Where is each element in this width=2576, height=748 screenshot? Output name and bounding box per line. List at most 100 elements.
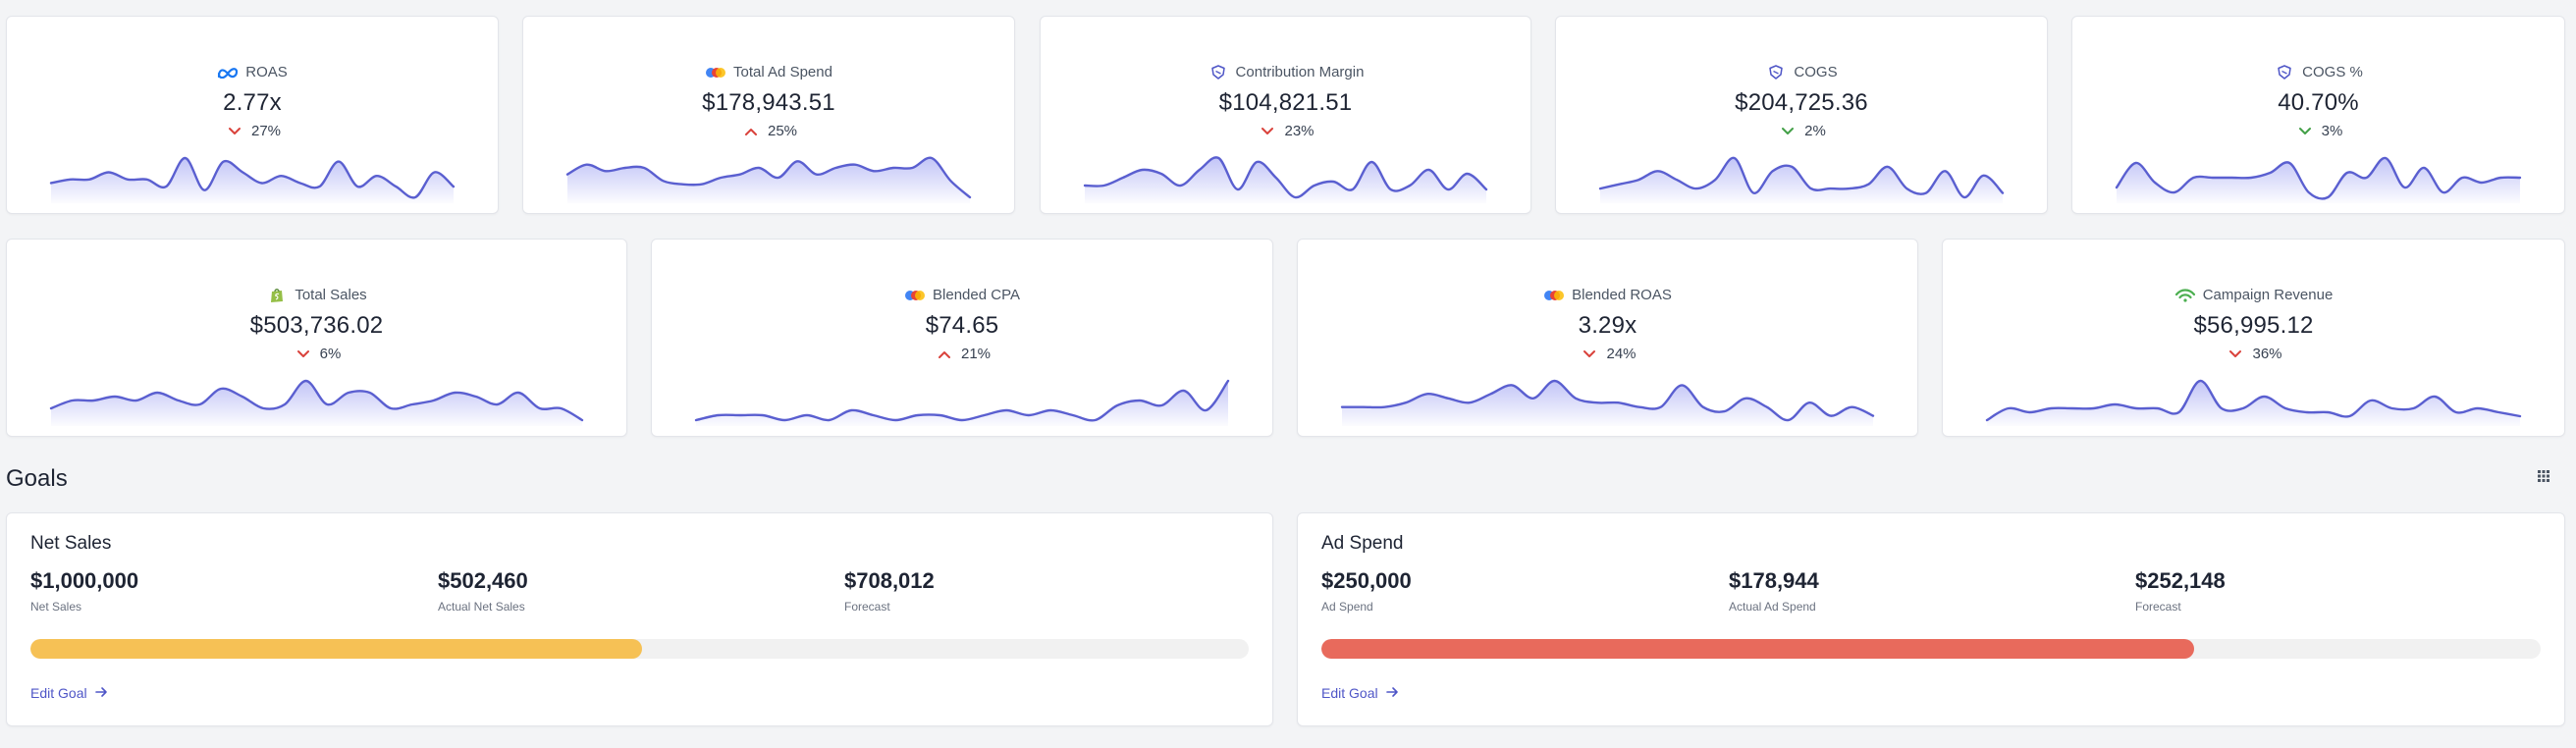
goal-progress-fill [30, 639, 642, 659]
sparkline-chart [49, 156, 456, 203]
sparkline-chart [2115, 156, 2522, 203]
metric-value: 3.29x [1578, 312, 1637, 339]
chevron-up-icon [740, 125, 762, 138]
sparkline-chart [1598, 156, 2005, 203]
sparkline-line [2115, 156, 2522, 200]
arrow-right-icon [1385, 685, 1399, 701]
metric-label: Total Ad Spend [733, 64, 832, 80]
goal-actual: $178,944 Actual Ad Spend [1729, 568, 1819, 614]
chevron-down-icon [293, 347, 314, 361]
sparkline-line [1598, 156, 2005, 199]
edit-goal-link[interactable]: Edit Goal [30, 685, 108, 701]
chevron-down-icon [1777, 125, 1798, 138]
goal-title: Net Sales [30, 533, 112, 554]
metric-value: 2.77x [223, 89, 282, 116]
goal-card-net-sales: Net Sales $1,000,000 Net Sales $502,460 Actu… [6, 512, 1273, 726]
metric-value: $204,725.36 [1735, 89, 1868, 116]
metric-card-total-ad-spend[interactable]: Total Ad Spend $178,943.51 25% [522, 16, 1015, 214]
sparkline-chart [694, 379, 1230, 426]
metric-change-value: 21% [960, 346, 992, 362]
goal-actual-value: $502,460 [438, 568, 528, 593]
sparkline-area [1600, 157, 2003, 203]
metric-header: COGS [1556, 64, 2047, 80]
sparkline-line [49, 156, 456, 199]
goal-actual-value: $178,944 [1729, 568, 1819, 593]
sparkline-line [565, 156, 972, 199]
chevron-down-icon [2225, 347, 2246, 361]
metric-change-value: 3% [2321, 123, 2343, 139]
metric-change-value: 36% [2252, 346, 2282, 362]
metric-card-blended-roas[interactable]: Blended ROAS 3.29x 24% [1297, 239, 1918, 437]
goal-target-label: Net Sales [30, 600, 82, 614]
metric-change-value: 23% [1284, 123, 1315, 139]
metric-header: Total Ad Spend [523, 64, 1014, 80]
metric-card-cogs[interactable]: COGS $204,725.36 2% [1555, 16, 2048, 214]
metric-label: COGS [1794, 64, 1838, 80]
goal-actual: $502,460 Actual Net Sales [438, 568, 528, 614]
metric-label: Blended CPA [933, 287, 1020, 303]
shield-icon [2274, 65, 2295, 80]
sparkline-area [51, 157, 454, 203]
metric-label: Blended ROAS [1572, 287, 1672, 303]
goal-target-label: Ad Spend [1321, 600, 1373, 614]
goal-progress-fill [1321, 639, 2195, 659]
metric-card-total-sales[interactable]: Total Sales $503,736.02 6% [6, 239, 627, 437]
chevron-down-icon [1257, 125, 1278, 138]
sparkline-chart [1083, 156, 1488, 203]
metric-card-blended-cpa[interactable]: Blended CPA $74.65 21% [651, 239, 1273, 437]
metric-card-campaign-revenue[interactable]: Campaign Revenue $56,995.12 36% [1942, 239, 2565, 437]
sparkline-line [1340, 379, 1875, 422]
goal-progress-bar [1321, 639, 2541, 659]
metric-label: Contribution Margin [1235, 64, 1365, 80]
metric-value: $178,943.51 [702, 89, 835, 116]
metric-change: 25% [523, 123, 1014, 139]
metric-value: $104,821.51 [1218, 89, 1353, 116]
metric-card-roas[interactable]: ROAS 2.77x 27% [6, 16, 499, 214]
goal-forecast-label: Forecast [2135, 600, 2181, 614]
goal-forecast-value: $252,148 [2135, 568, 2226, 593]
metric-header: ROAS [7, 64, 498, 80]
sparkline-area [1987, 380, 2520, 426]
metric-change: 36% [1943, 346, 2564, 362]
metric-value: $503,736.02 [249, 312, 384, 339]
arrow-right-icon [94, 685, 108, 701]
sparkline-chart [1985, 379, 2522, 426]
metric-change-value: 6% [319, 346, 342, 362]
sparkline-chart [49, 379, 584, 426]
metric-value: $56,995.12 [2193, 312, 2314, 339]
metric-label: Total Sales [295, 287, 367, 303]
metric-label: ROAS [245, 64, 288, 80]
metric-change: 2% [1556, 123, 2047, 139]
metric-change: 27% [7, 123, 498, 139]
goal-forecast-value: $708,012 [844, 568, 935, 593]
goal-forecast: $252,148 Forecast [2135, 568, 2226, 614]
metric-change: 6% [7, 346, 626, 362]
grid-icon[interactable] [2537, 469, 2550, 483]
chevron-down-icon [1579, 347, 1600, 361]
metric-label: COGS % [2302, 64, 2363, 80]
metric-change: 23% [1041, 123, 1530, 139]
metric-change: 3% [2072, 123, 2564, 139]
metric-card-cogs-percent[interactable]: COGS % 40.70% 3% [2071, 16, 2565, 214]
goal-target: $1,000,000 Net Sales [30, 568, 138, 614]
meta-icon [217, 66, 239, 80]
edit-goal-label: Edit Goal [30, 685, 87, 701]
sparkline-area [51, 381, 582, 426]
metric-card-contribution-margin[interactable]: Contribution Margin $104,821.51 23% [1040, 16, 1531, 214]
wifi-icon [2174, 288, 2196, 302]
goal-forecast: $708,012 Forecast [844, 568, 935, 614]
sparkline-area [2117, 157, 2520, 203]
metric-change: 24% [1298, 346, 1917, 362]
chevron-down-icon [2294, 125, 2316, 138]
metric-change-value: 2% [1804, 123, 1826, 139]
sparkline-chart [1340, 379, 1875, 426]
sparkline-area [696, 381, 1228, 426]
multi-channel-icon [904, 289, 926, 302]
goal-actual-label: Actual Net Sales [438, 600, 525, 614]
shield-icon [1765, 65, 1787, 80]
metric-header: Total Sales [7, 287, 626, 303]
edit-goal-label: Edit Goal [1321, 685, 1378, 701]
metric-change-value: 25% [767, 123, 798, 139]
goal-forecast-label: Forecast [844, 600, 890, 614]
edit-goal-link[interactable]: Edit Goal [1321, 685, 1399, 701]
